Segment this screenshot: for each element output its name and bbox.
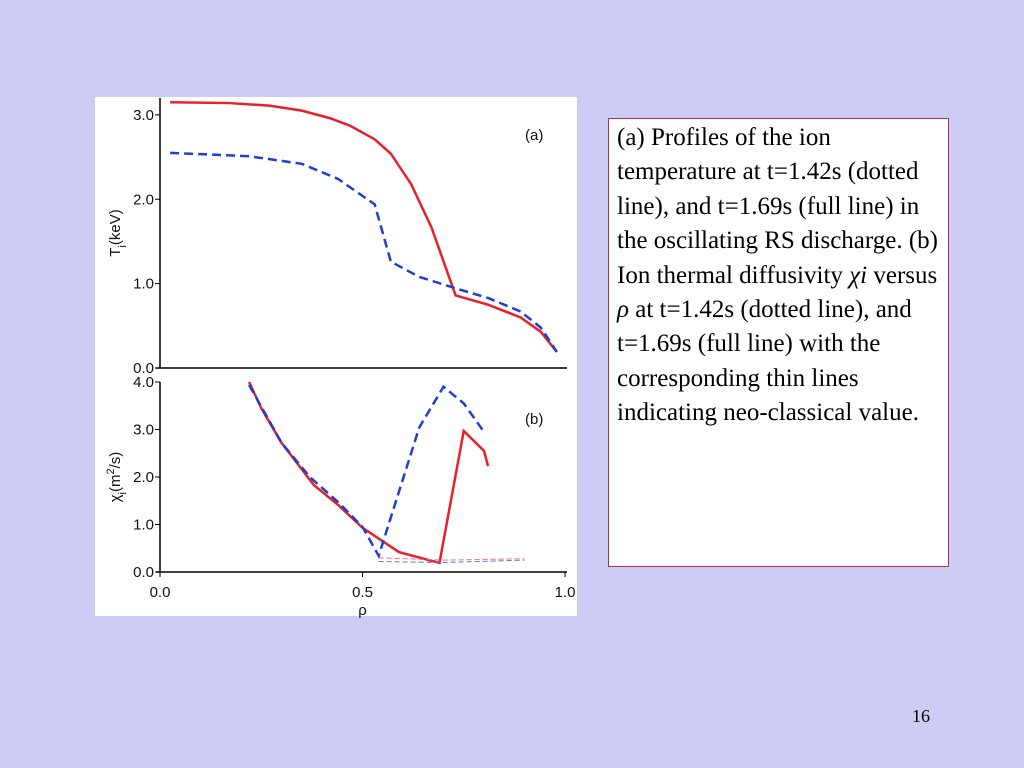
panel-label: (b)	[525, 411, 543, 428]
y-tick-label: 1.0	[133, 517, 154, 534]
caption-text: versus	[867, 261, 938, 289]
caption-text: ρ	[617, 296, 629, 324]
caption-text: (a) Profiles of the ion temperature at t…	[617, 124, 939, 289]
caption-box: (a) Profiles of the ion temperature at t…	[608, 118, 949, 567]
data-line	[378, 557, 525, 561]
y-axis-label: χi(m2/s)	[105, 452, 129, 503]
figure-background	[95, 97, 577, 616]
y-axis-label-part: i	[117, 245, 129, 247]
y-axis-label-part: T	[107, 248, 124, 257]
y-axis-label: Ti(keV)	[107, 209, 129, 256]
x-axis-label: ρ	[358, 602, 367, 619]
x-tick-label: 0.0	[150, 584, 171, 601]
x-tick-label: 1.0	[555, 584, 576, 601]
y-axis-label-part: 2	[105, 468, 117, 474]
y-tick-label: 0.0	[133, 360, 154, 377]
caption-text: χi	[849, 261, 868, 289]
x-tick-label: 0.5	[352, 584, 373, 601]
y-tick-label: 0.0	[133, 564, 154, 581]
data-line	[378, 559, 525, 564]
caption-text: at t=1.42s (dotted line), and t=1.69s (f…	[617, 296, 919, 427]
y-axis-label-part: χ	[107, 494, 124, 502]
y-tick-label: 3.0	[133, 422, 154, 439]
y-tick-label: 2.0	[133, 191, 154, 208]
data-line	[248, 384, 486, 559]
y-tick-label: 1.0	[133, 276, 154, 293]
y-axis-label-part: (keV)	[107, 209, 124, 245]
page-number: 16	[912, 706, 930, 726]
y-axis-label-part: i	[117, 492, 129, 494]
y-tick-label: 4.0	[133, 374, 154, 391]
data-line	[170, 100, 558, 353]
y-axis-label-part: (m	[107, 474, 124, 492]
y-tick-label: 2.0	[133, 469, 154, 486]
y-tick-label: 3.0	[133, 107, 154, 124]
y-axis-label-part: /s)	[107, 452, 124, 469]
panel-label: (a)	[525, 127, 543, 144]
